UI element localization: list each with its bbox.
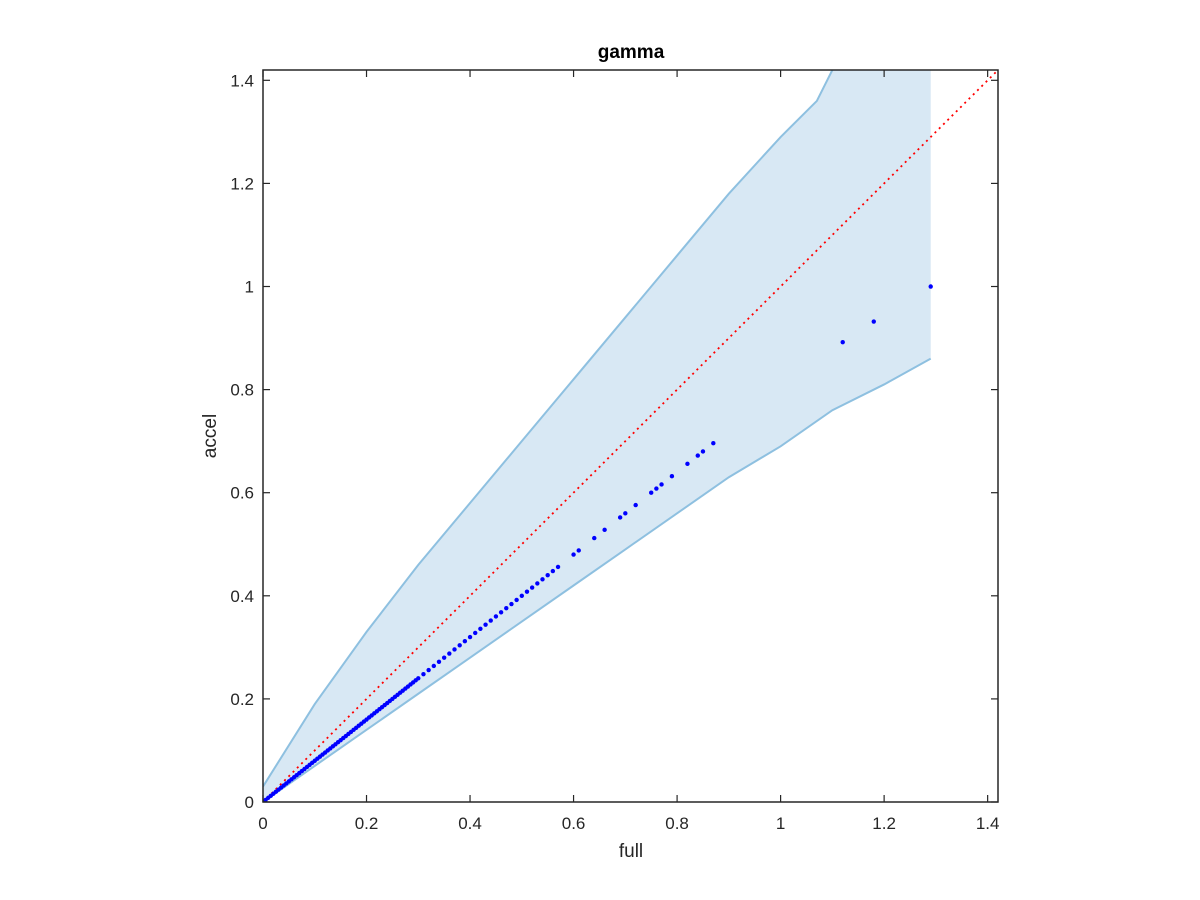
x-tick-label: 0.2: [355, 814, 379, 833]
reference-line: [263, 70, 998, 802]
data-point: [509, 601, 514, 607]
data-point: [659, 482, 664, 487]
data-point: [928, 284, 933, 289]
y-tick-label: 1.2: [230, 174, 254, 193]
x-tick-label: 0.6: [562, 814, 586, 833]
data-point: [550, 568, 556, 574]
data-point: [416, 676, 421, 681]
data-point: [529, 585, 535, 590]
data-point: [514, 597, 519, 603]
data-point: [555, 564, 561, 570]
x-tick-label: 1.2: [872, 814, 896, 833]
x-tick-label: 0.4: [458, 814, 482, 833]
data-point: [504, 605, 509, 611]
y-tick-label: 0.4: [230, 587, 254, 606]
y-tick-label: 1.4: [230, 71, 254, 90]
band-lower-edge: [263, 357, 932, 802]
x-axis-label: full: [619, 841, 643, 862]
chart-title: gamma: [598, 42, 665, 63]
axes: 0 0.2 0.4 0.6 0.8 1 1.2 1.4 0 0.2 0.4 0.6 0.8 1 1.2 1.4: [230, 69, 1000, 833]
data-point: [467, 634, 473, 640]
x-tick-label: 1.4: [976, 814, 1000, 833]
band-upper-edge: [263, 70, 834, 788]
data-point: [840, 339, 845, 345]
data-point: [654, 486, 659, 491]
data-point: [871, 319, 876, 324]
data-point: [483, 622, 488, 627]
y-tick-label: 0.6: [230, 484, 254, 503]
data-point: [426, 667, 431, 673]
data-point: [441, 655, 447, 660]
data-point: [623, 511, 628, 516]
data-point: [617, 515, 623, 520]
data-point: [478, 626, 483, 631]
data-point: [498, 610, 504, 615]
y-tick-label: 0.2: [230, 690, 254, 709]
data-point: [602, 527, 607, 533]
data-point: [436, 659, 442, 664]
data-point: [447, 651, 452, 656]
confidence-band: [263, 70, 931, 802]
data-point: [649, 490, 654, 495]
x-tick-label: 0.8: [665, 814, 689, 833]
plot-contents: [263, 70, 998, 802]
data-point: [576, 548, 581, 553]
data-point: [711, 441, 716, 446]
data-point: [457, 643, 462, 648]
data-point: [462, 638, 468, 644]
data-point: [452, 647, 457, 652]
data-point: [695, 453, 700, 458]
data-point: [535, 581, 540, 586]
data-point: [700, 449, 706, 454]
data-point: [524, 589, 530, 594]
data-point: [431, 663, 437, 669]
data-point: [592, 535, 597, 541]
x-tick-label: 0: [258, 814, 267, 833]
plot-area: [263, 70, 998, 802]
data-point: [545, 572, 550, 578]
data-point: [519, 593, 525, 599]
data-point: [685, 461, 690, 467]
data-point: [571, 552, 576, 557]
data-point: [421, 671, 426, 677]
x-tick-label: 1: [776, 814, 785, 833]
y-axis-label: accel: [200, 414, 221, 458]
axes-box: [262, 69, 999, 803]
data-point: [488, 618, 493, 623]
data-point: [633, 502, 638, 508]
y-tick-label: 1: [245, 278, 254, 297]
y-tick-label: 0: [245, 793, 254, 812]
data-point: [493, 614, 499, 619]
data-point: [669, 474, 675, 479]
data-point: [473, 630, 478, 636]
data-point: [540, 577, 545, 582]
y-tick-label: 0.8: [230, 381, 254, 400]
